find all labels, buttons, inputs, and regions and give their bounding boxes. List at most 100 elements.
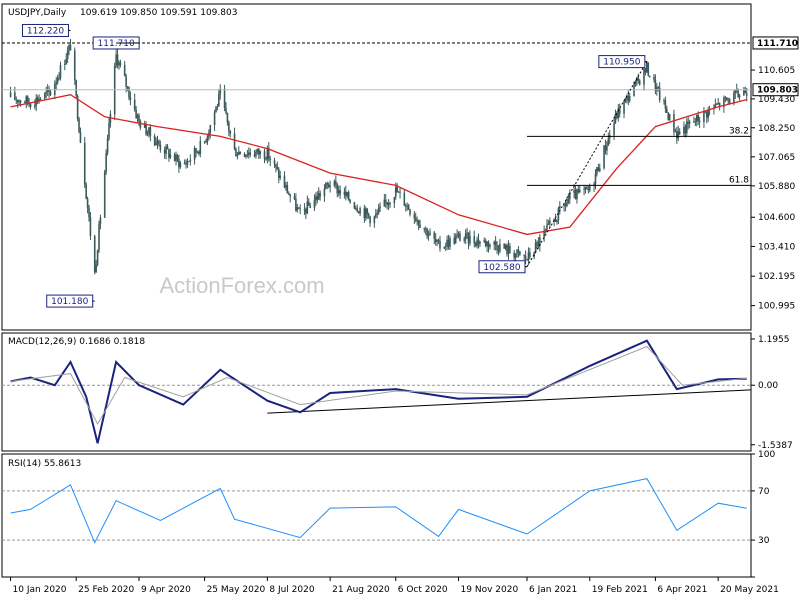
candle-body: [215, 106, 217, 113]
candle-body: [313, 200, 316, 208]
candle-body: [355, 208, 357, 210]
y-tick-label: 110.605: [758, 66, 795, 76]
candle-body: [396, 187, 398, 193]
candle-body: [486, 241, 488, 246]
candle-body: [296, 207, 299, 211]
candle-body: [697, 114, 700, 121]
fib-level-label: 38.2: [729, 126, 749, 136]
candle-body: [678, 131, 681, 135]
main-chart-title: USDJPY,Daily: [8, 8, 67, 18]
candle-body: [614, 113, 617, 124]
candle-body: [315, 196, 317, 201]
candle-body: [376, 212, 379, 215]
candle-body: [339, 190, 341, 195]
candle-body: [25, 96, 28, 104]
candle-body: [738, 95, 741, 97]
candle-body: [569, 192, 571, 200]
candle-body: [553, 219, 555, 221]
candle-body: [658, 87, 661, 101]
candle-body: [86, 198, 89, 208]
candle-body: [229, 130, 232, 134]
candle-body: [89, 217, 92, 236]
candle-body: [577, 189, 580, 192]
candle-body: [205, 141, 207, 143]
candle-body: [374, 214, 377, 217]
candle-body: [293, 196, 296, 199]
candle-body: [317, 193, 320, 200]
candle-body: [158, 140, 160, 145]
candle-body: [145, 123, 147, 135]
candle-body: [573, 190, 575, 193]
candle-body: [346, 192, 349, 196]
current-price-flag-label: 109.803: [757, 86, 798, 96]
candle-body: [26, 96, 29, 103]
candle-body: [283, 175, 286, 188]
ohlc-readout: 109.619 109.850 109.591 109.803: [80, 8, 237, 18]
annotation-label: 111.710: [98, 39, 135, 49]
candle-body: [693, 121, 695, 123]
y-tick-label: 103.410: [758, 242, 795, 252]
candle-body: [243, 153, 246, 157]
candle-body: [688, 121, 691, 124]
candle-body: [349, 200, 351, 203]
candle-body: [743, 90, 745, 96]
candle-body: [168, 149, 170, 158]
candle-body: [123, 65, 126, 77]
annotation-box: [21, 23, 69, 37]
candle-body: [228, 122, 230, 131]
candle-body: [687, 121, 690, 124]
candle-body: [363, 208, 366, 219]
candle-body: [273, 160, 276, 164]
candle-body: [73, 50, 76, 81]
candle-body: [203, 140, 206, 142]
candle-body: [724, 97, 727, 99]
candle-body: [587, 188, 590, 191]
candle-body: [554, 219, 557, 222]
rsi-y-tick-label: 70: [758, 487, 770, 497]
candle-body: [36, 97, 39, 102]
candle-body: [135, 109, 137, 118]
candle-body: [439, 240, 441, 249]
trend-line: [526, 61, 648, 268]
candle-body: [397, 191, 400, 193]
candle-body: [744, 90, 747, 94]
candle-body: [584, 186, 587, 190]
candle-body: [624, 98, 627, 101]
candle-body: [58, 77, 60, 79]
y-tick-label: 109.430: [758, 95, 795, 105]
candle-body: [103, 172, 106, 218]
candle-body: [387, 202, 390, 205]
candle-body: [563, 204, 565, 207]
candle-body: [399, 191, 401, 193]
candle-body: [523, 254, 525, 256]
candle-body: [266, 148, 269, 160]
candle-body: [567, 199, 570, 202]
candle-body: [56, 77, 59, 83]
candle-body: [606, 145, 608, 151]
candle-body: [704, 111, 707, 113]
candle-body: [83, 142, 86, 185]
candle-body: [457, 233, 460, 235]
x-tick-label: 6 Apr 2021: [657, 585, 707, 595]
candle-body: [404, 205, 407, 207]
x-tick-label: 6 Oct 2020: [398, 585, 448, 595]
candle-body: [426, 228, 428, 237]
candle-body: [38, 99, 40, 102]
candle-body: [677, 131, 680, 139]
candle-body: [698, 120, 701, 123]
candle-body: [96, 250, 99, 265]
candle-body: [235, 149, 237, 157]
rsi-pane-frame: [1, 453, 752, 578]
candle-body: [607, 138, 610, 146]
candle-body: [275, 163, 277, 167]
main-pane-frame: [1, 3, 752, 331]
candle-body: [85, 184, 87, 199]
candle-body: [286, 185, 289, 194]
candle-body: [503, 244, 505, 249]
candle-body: [48, 89, 50, 92]
candle-body: [519, 251, 521, 255]
candle-body: [276, 166, 279, 170]
candle-body: [464, 233, 467, 239]
candle-body: [99, 217, 102, 225]
